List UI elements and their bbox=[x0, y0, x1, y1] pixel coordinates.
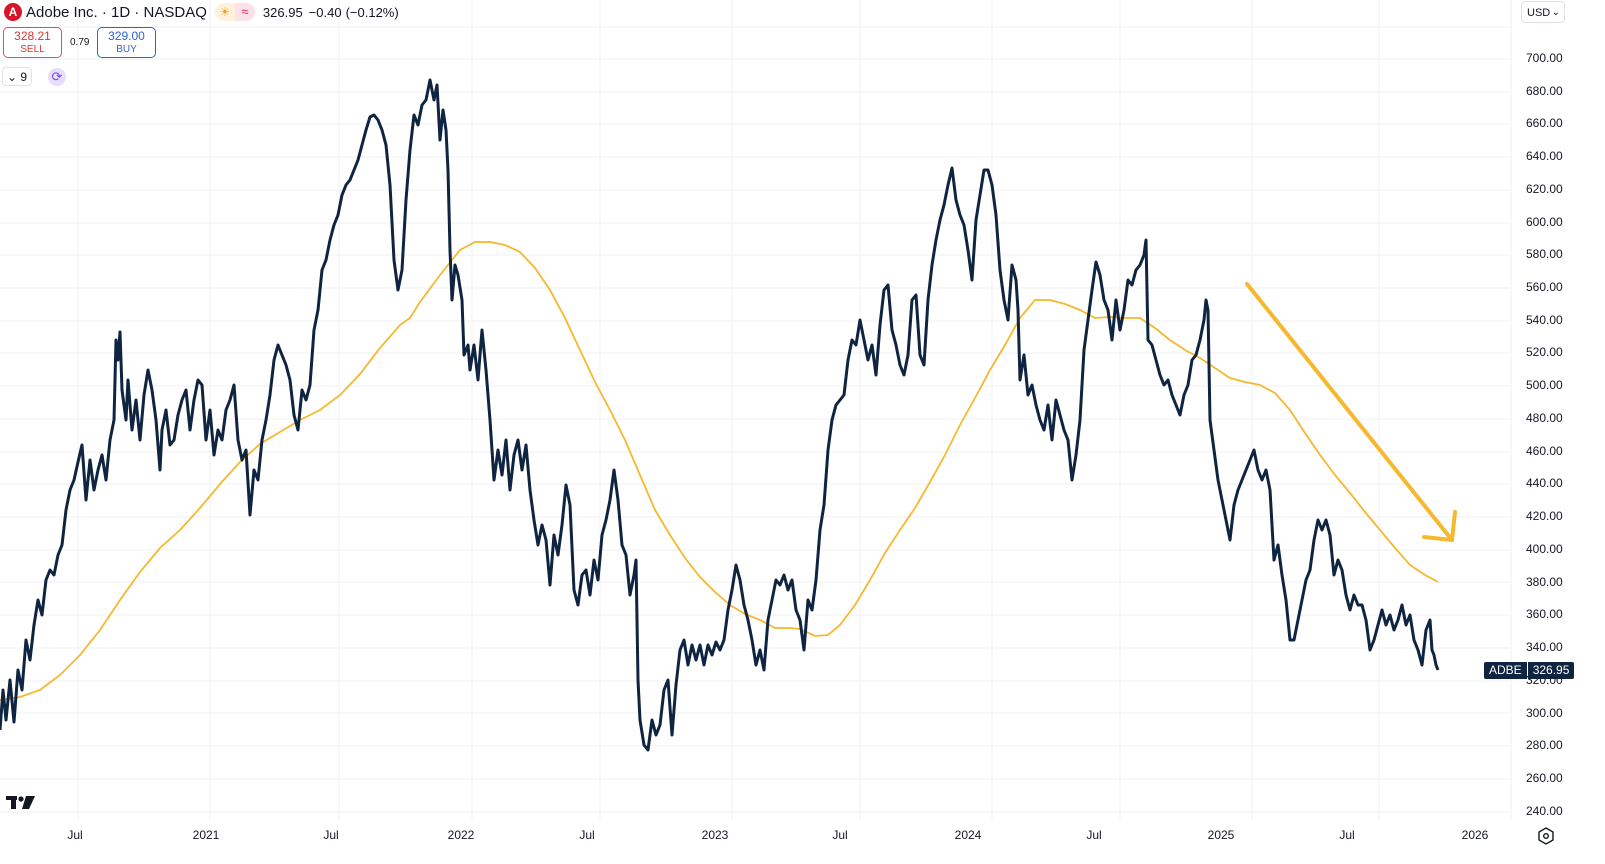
y-tick: 660.00 bbox=[1526, 116, 1563, 130]
status-badges: ☀ ≈ bbox=[214, 3, 255, 21]
currency-label: USD bbox=[1527, 7, 1551, 19]
price-line bbox=[0, 78, 1440, 752]
y-tick: 420.00 bbox=[1526, 509, 1563, 523]
y-tick: 700.00 bbox=[1526, 51, 1563, 65]
x-tick: 2023 bbox=[701, 828, 729, 842]
x-tick: 2025 bbox=[1207, 828, 1235, 842]
market-open-sun-icon[interactable]: ☀ bbox=[214, 3, 235, 21]
x-tick: Jul bbox=[1086, 828, 1102, 842]
y-tick: 260.00 bbox=[1526, 771, 1563, 785]
x-tick: Jul bbox=[832, 828, 848, 842]
y-tick: 380.00 bbox=[1526, 575, 1563, 589]
adobe-logo-icon[interactable]: A bbox=[4, 3, 22, 21]
chevron-down-icon: ⌄ bbox=[1551, 7, 1560, 18]
y-tick: 580.00 bbox=[1526, 247, 1563, 261]
tradingview-logo-icon[interactable] bbox=[6, 794, 38, 810]
y-tick: 540.00 bbox=[1526, 313, 1563, 327]
price-tag-value: 326.95 bbox=[1527, 662, 1575, 679]
refresh-icon[interactable]: ⟳ bbox=[48, 68, 66, 86]
symbol-header: A Adobe Inc. · 1D · NASDAQ ☀ ≈ 326.95 −0… bbox=[4, 2, 399, 22]
last-price: 326.95 bbox=[262, 4, 303, 20]
x-tick: 2026 bbox=[1461, 828, 1489, 842]
y-tick: 480.00 bbox=[1526, 411, 1563, 425]
downtrend-arrow[interactable] bbox=[1245, 282, 1457, 542]
symbol-title[interactable]: Adobe Inc. · 1D · NASDAQ bbox=[26, 3, 207, 21]
buy-button[interactable]: 329.00 BUY bbox=[97, 27, 156, 58]
x-tick: Jul bbox=[1339, 828, 1355, 842]
y-tick: 500.00 bbox=[1526, 378, 1563, 392]
indicators-toggle-button[interactable]: ⌄ 9 bbox=[2, 67, 32, 86]
y-tick: 600.00 bbox=[1526, 215, 1563, 229]
sell-button[interactable]: 328.21 SELL bbox=[3, 27, 62, 58]
moving-average-line bbox=[0, 241, 1439, 701]
x-tick: 2021 bbox=[192, 828, 220, 842]
y-tick: 400.00 bbox=[1526, 542, 1563, 556]
buy-price: 329.00 bbox=[108, 29, 145, 43]
sell-price: 328.21 bbox=[14, 29, 51, 43]
y-tick: 620.00 bbox=[1526, 182, 1563, 196]
x-tick: 2024 bbox=[954, 828, 982, 842]
y-tick: 520.00 bbox=[1526, 345, 1563, 359]
y-tick: 440.00 bbox=[1526, 476, 1563, 490]
chart-settings-gear-icon[interactable] bbox=[1537, 827, 1555, 845]
y-tick: 340.00 bbox=[1526, 640, 1563, 654]
x-tick: Jul bbox=[579, 828, 595, 842]
y-tick: 680.00 bbox=[1526, 84, 1563, 98]
y-tick: 640.00 bbox=[1526, 149, 1563, 163]
y-tick: 280.00 bbox=[1526, 738, 1563, 752]
currency-selector[interactable]: USD ⌄ bbox=[1521, 1, 1565, 23]
x-tick: 2022 bbox=[447, 828, 475, 842]
spread-value: 0.79 bbox=[70, 37, 90, 48]
x-tick: Jul bbox=[323, 828, 339, 842]
price-tag-symbol: ADBE bbox=[1484, 662, 1527, 679]
y-tick: 460.00 bbox=[1526, 444, 1563, 458]
last-price-tag: ADBE 326.95 bbox=[1484, 662, 1575, 679]
price-change: −0.40 bbox=[308, 4, 342, 20]
y-tick: 240.00 bbox=[1526, 804, 1563, 818]
y-tick: 560.00 bbox=[1526, 280, 1563, 294]
buy-label: BUY bbox=[116, 44, 137, 55]
x-tick: Jul bbox=[67, 828, 83, 842]
price-change-percent: (−0.12%) bbox=[345, 4, 399, 20]
y-tick: 300.00 bbox=[1526, 706, 1563, 720]
y-tick: 360.00 bbox=[1526, 607, 1563, 621]
sell-label: SELL bbox=[20, 44, 45, 55]
data-delayed-wave-icon[interactable]: ≈ bbox=[234, 3, 255, 21]
grid bbox=[0, 0, 1512, 820]
